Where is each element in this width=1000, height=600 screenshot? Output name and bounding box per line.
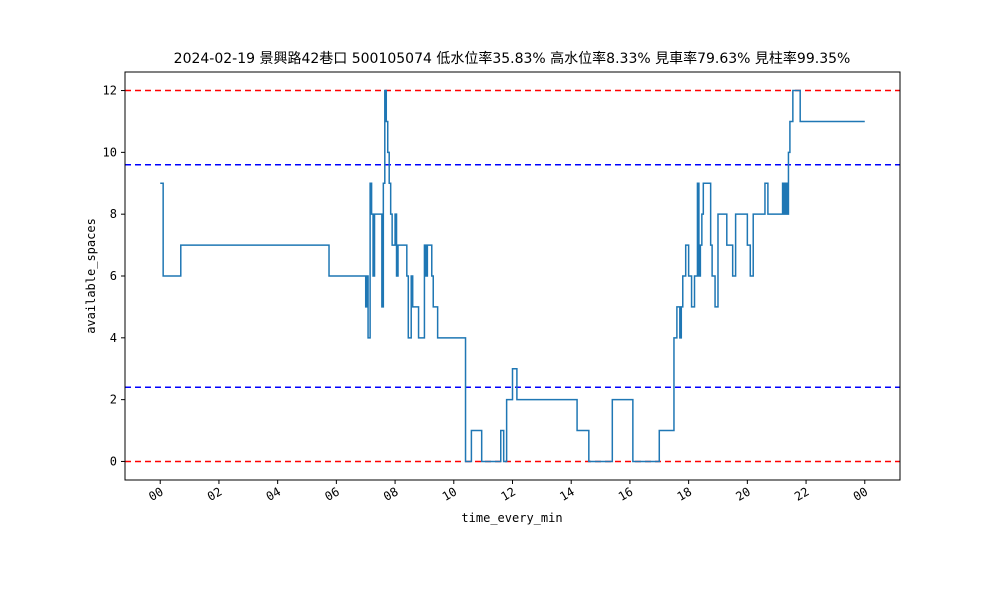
x-tick-label: 10 <box>440 484 460 503</box>
series-layer <box>160 89 865 463</box>
y-tick-label: 12 <box>103 84 117 98</box>
plot-area <box>125 72 900 480</box>
x-tick-label: 06 <box>322 484 342 503</box>
x-tick-label: 00 <box>146 484 166 503</box>
x-axis-label: time_every_min <box>461 511 562 525</box>
y-axis-label: available_spaces <box>84 218 98 334</box>
x-tick-label: 04 <box>264 484 284 503</box>
x-tick-label: 22 <box>792 484 812 503</box>
series-line <box>160 89 865 463</box>
x-tick-label: 20 <box>733 484 753 503</box>
y-tick-label: 0 <box>110 454 117 468</box>
x-axis: 00 02 04 06 08 10 12 14 16 18 20 22 00 <box>146 480 870 504</box>
y-tick-label: 10 <box>103 145 117 159</box>
x-tick-label: 00 <box>851 484 871 503</box>
y-tick-label: 4 <box>110 331 117 345</box>
x-tick-label: 14 <box>557 484 577 503</box>
y-tick-label: 6 <box>110 269 117 283</box>
y-tick-label: 8 <box>110 207 117 221</box>
chart-title: 2024-02-19 景興路42巷口 500105074 低水位率35.83% … <box>174 50 851 67</box>
y-tick-label: 2 <box>110 393 117 407</box>
x-tick-label: 16 <box>616 484 636 503</box>
x-tick-label: 02 <box>205 484 225 503</box>
x-tick-label: 12 <box>498 484 518 503</box>
reference-lines <box>125 89 900 463</box>
x-tick-label: 08 <box>381 484 401 503</box>
y-axis: 0 2 4 6 8 10 12 <box>103 84 125 468</box>
x-tick-label: 18 <box>675 484 695 503</box>
